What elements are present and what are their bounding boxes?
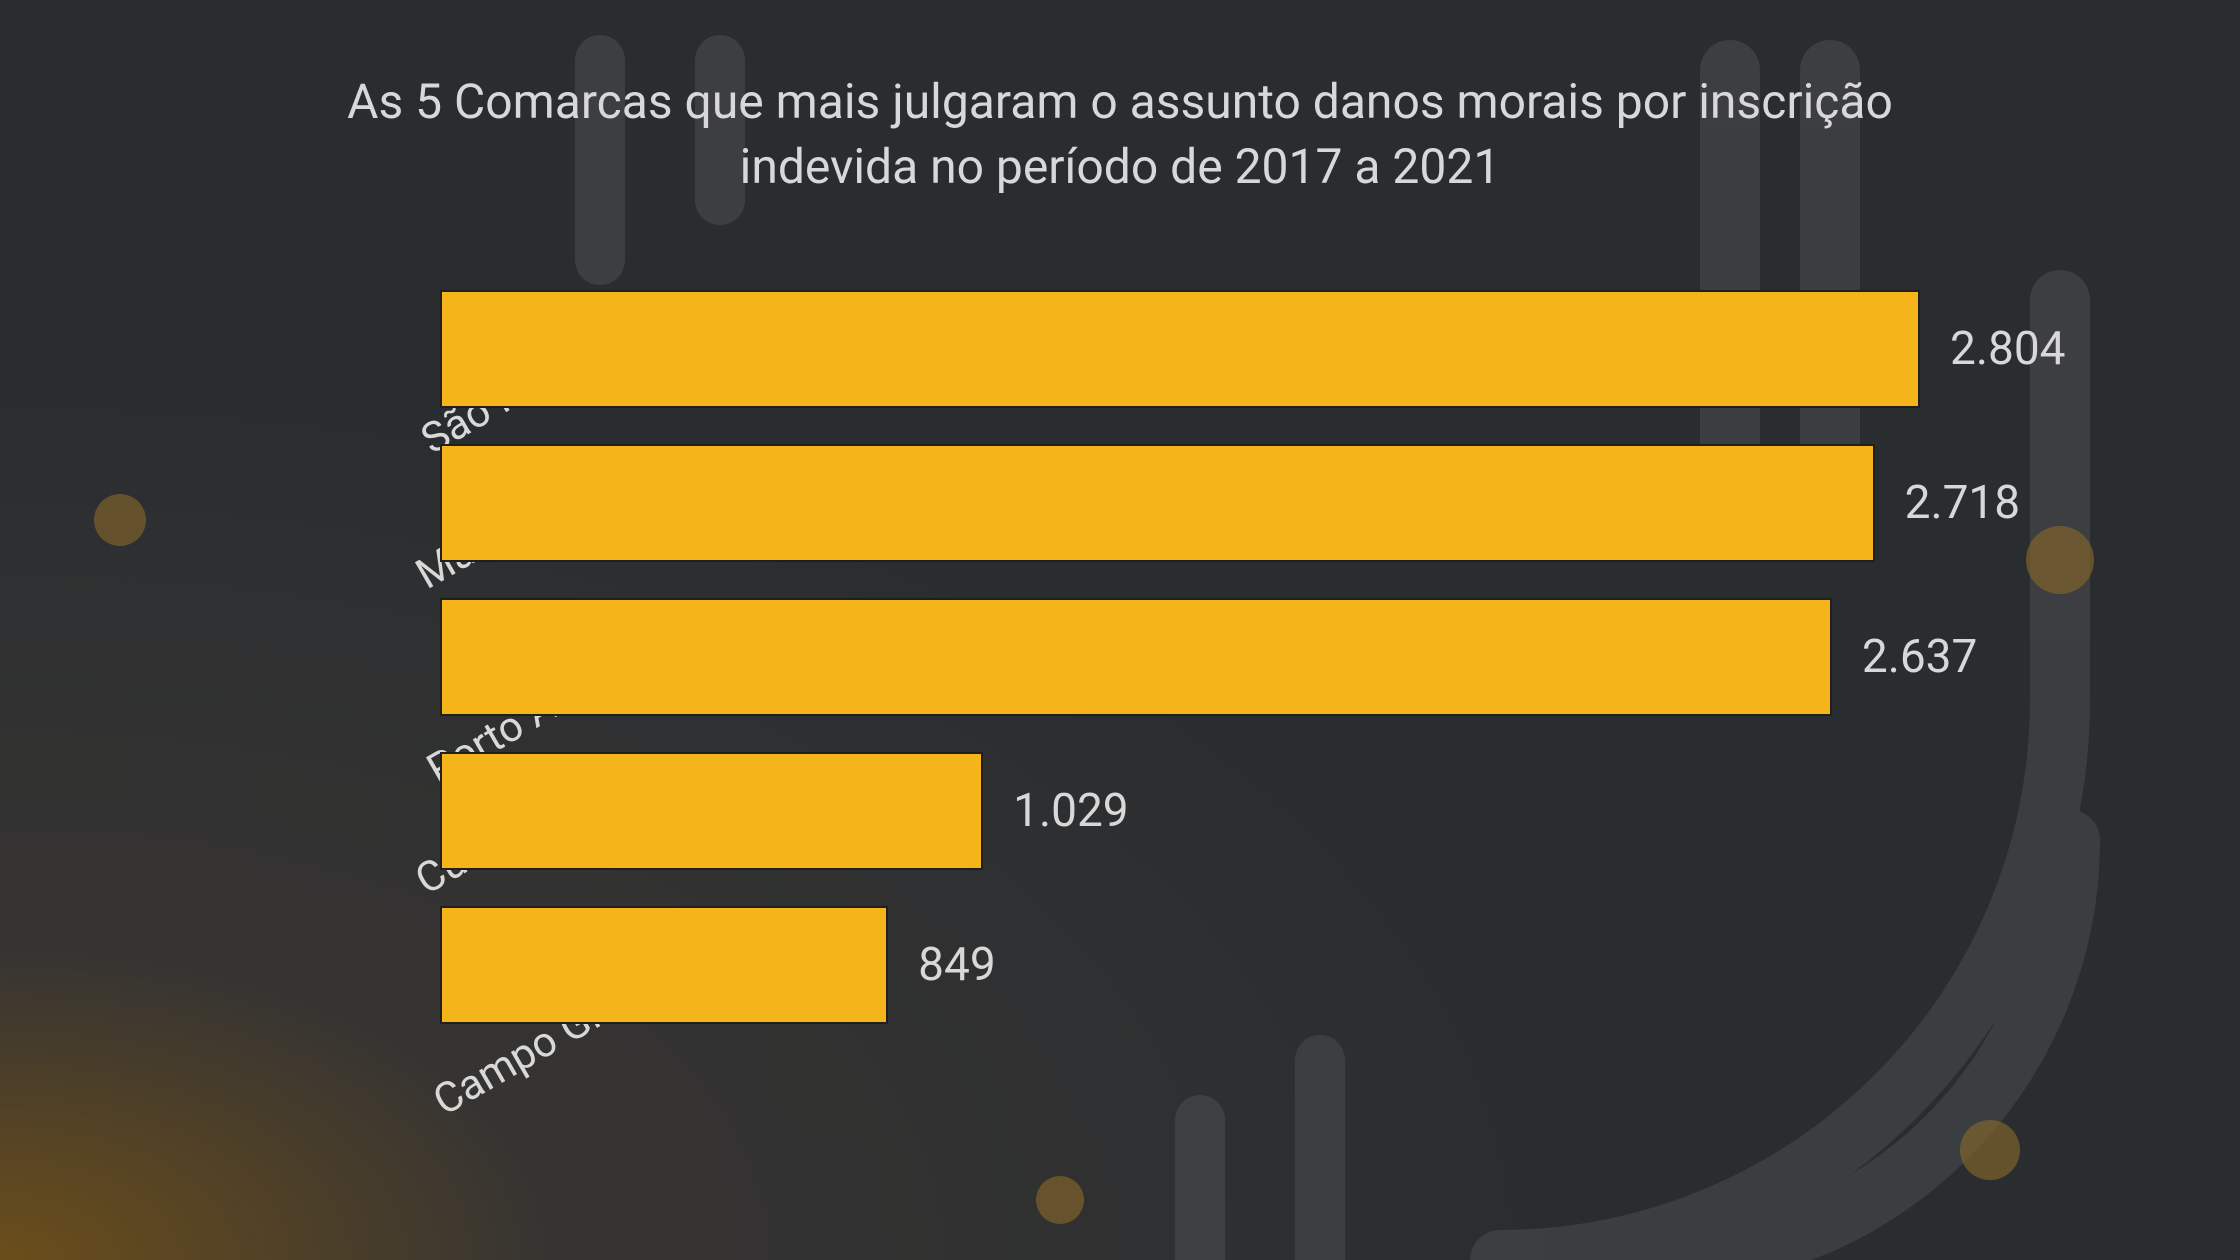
bar-row: Manaus2.718 [440, 444, 1920, 562]
bar-row: Campo Grande849 [440, 906, 1920, 1024]
bar-track: 2.637 [440, 598, 1920, 716]
bar-row: Porto Alegre2.637 [440, 598, 1920, 716]
bar [440, 444, 1875, 562]
bar-chart: São Paulo2.804 Manaus2.718 Porto Alegre2.6… [440, 290, 1920, 1024]
bar-track: 849 [440, 906, 1920, 1024]
bar-track: 1.029 [440, 752, 1920, 870]
bar [440, 290, 1920, 408]
bar [440, 752, 983, 870]
value-label: 1.029 [1013, 784, 1129, 838]
bar [440, 598, 1832, 716]
value-label: 2.718 [1905, 476, 2021, 530]
value-label: 2.637 [1862, 630, 1978, 684]
value-label: 849 [918, 938, 996, 992]
chart-title: As 5 Comarcas que mais julgaram o assunt… [270, 70, 1970, 200]
value-label: 2.804 [1950, 322, 2066, 376]
bar [440, 906, 888, 1024]
chart-canvas: As 5 Comarcas que mais julgaram o assunt… [0, 0, 2240, 1260]
bar-row: Curitiba1.029 [440, 752, 1920, 870]
bar-row: São Paulo2.804 [440, 290, 1920, 408]
bar-track: 2.804 [440, 290, 1920, 408]
content-area: As 5 Comarcas que mais julgaram o assunt… [0, 0, 2240, 1260]
bar-track: 2.718 [440, 444, 1920, 562]
